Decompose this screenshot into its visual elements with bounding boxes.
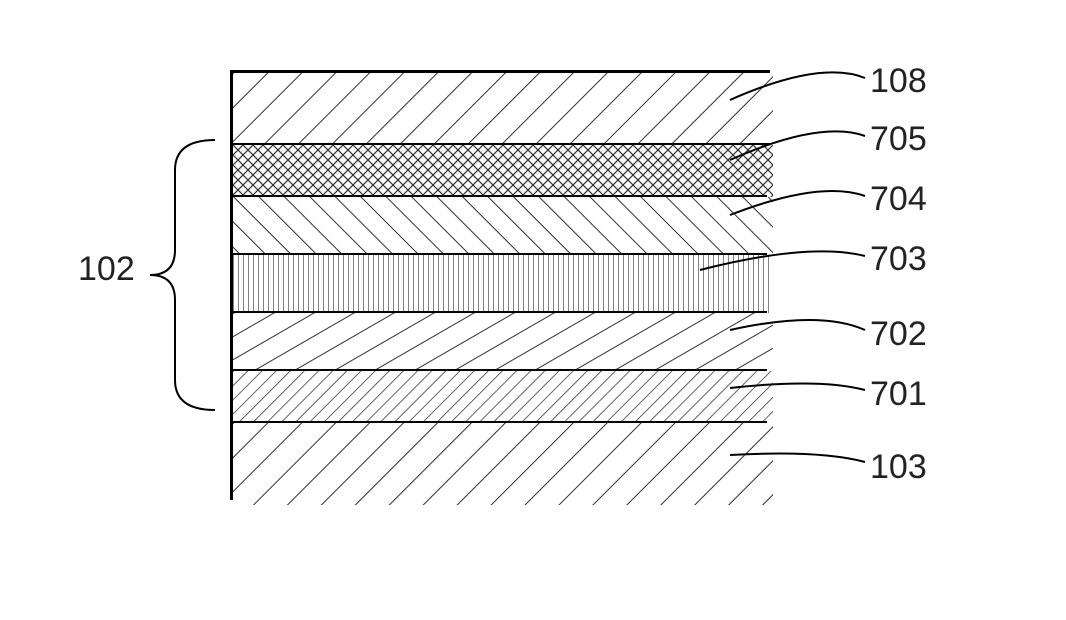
layer-701 [233,369,767,421]
layer-108 [233,73,767,143]
label-701: 701 [870,375,927,414]
brace-label-102: 102 [78,250,135,289]
layer-703 [233,253,767,311]
layer-705 [233,143,767,195]
label-703: 703 [870,240,927,279]
label-108: 108 [870,62,927,101]
layer-704 [233,195,767,253]
label-704: 704 [870,180,927,219]
layer-103 [233,421,767,503]
layer-stack [230,70,770,500]
label-705: 705 [870,120,927,159]
diagram-canvas: 102 108 705 704 703 702 701 103 [0,0,1066,620]
label-103: 103 [870,448,927,487]
layer-702 [233,311,767,369]
label-702: 702 [870,315,927,354]
